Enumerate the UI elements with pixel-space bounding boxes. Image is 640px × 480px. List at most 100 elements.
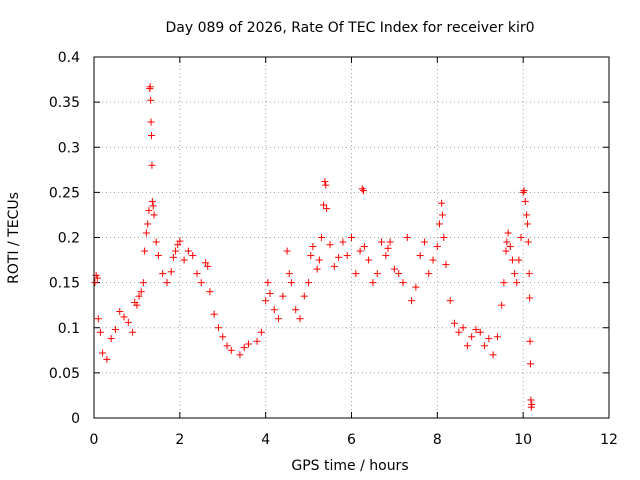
- data-point: [94, 315, 102, 323]
- y-tick-label: 0.4: [58, 50, 80, 66]
- data-point: [174, 241, 182, 249]
- data-point: [358, 185, 366, 193]
- data-point: [148, 197, 156, 205]
- data-point: [152, 238, 160, 246]
- data-point: [266, 289, 274, 297]
- data-point: [330, 262, 338, 270]
- data-point: [322, 181, 330, 189]
- data-point: [91, 279, 99, 287]
- data-point: [262, 297, 270, 305]
- data-point: [159, 270, 167, 278]
- data-point: [176, 237, 184, 245]
- data-point: [360, 243, 368, 251]
- data-point: [129, 328, 137, 336]
- y-tick-label: 0: [71, 411, 80, 427]
- chart-title: Day 089 of 2026, Rate Of TEC Index for r…: [165, 20, 534, 36]
- data-point: [309, 243, 317, 251]
- y-tick-label: 0.3: [58, 140, 80, 156]
- data-point: [189, 252, 197, 260]
- data-point: [149, 202, 157, 210]
- y-tick-label: 0.1: [58, 321, 80, 337]
- data-point: [142, 229, 150, 237]
- data-point: [378, 238, 386, 246]
- data-point: [214, 324, 222, 332]
- data-point: [257, 328, 265, 336]
- data-point: [425, 270, 433, 278]
- y-tick-label: 0.05: [49, 366, 80, 382]
- data-point: [184, 247, 192, 255]
- data-point: [502, 247, 510, 255]
- data-point: [236, 351, 244, 359]
- data-point: [96, 328, 104, 336]
- data-point: [147, 96, 155, 104]
- data-point: [197, 279, 205, 287]
- data-point: [148, 132, 156, 140]
- data-point: [517, 234, 525, 241]
- data-point: [223, 342, 231, 350]
- plot-frame: [93, 56, 610, 419]
- y-tick-label: 0.25: [49, 185, 80, 201]
- data-point: [279, 292, 287, 300]
- data-point: [313, 265, 321, 273]
- data-point: [210, 310, 218, 318]
- data-point: [369, 279, 377, 287]
- data-point: [133, 301, 141, 309]
- data-point: [433, 243, 441, 251]
- data-point: [390, 265, 398, 273]
- data-point: [150, 211, 158, 219]
- data-point: [335, 253, 343, 261]
- data-point: [323, 205, 331, 213]
- data-point: [321, 178, 329, 186]
- x-axis-label: GPS time / hours: [291, 458, 408, 474]
- data-point: [399, 279, 407, 287]
- data-point: [365, 256, 373, 264]
- data-point: [348, 234, 355, 241]
- data-point: [283, 247, 291, 255]
- data-point: [124, 318, 132, 326]
- data-point: [420, 238, 428, 246]
- x-tick-label: 2: [175, 432, 184, 448]
- x-tick-label: 10: [514, 432, 532, 448]
- data-point: [120, 313, 128, 321]
- data-point: [315, 256, 323, 264]
- data-point: [386, 238, 394, 246]
- data-point: [503, 238, 511, 246]
- data-point: [285, 270, 293, 278]
- data-point: [382, 252, 390, 260]
- data-point: [521, 197, 529, 205]
- data-point: [99, 349, 107, 357]
- data-point: [440, 234, 448, 241]
- data-point: [141, 247, 149, 255]
- data-point: [147, 118, 155, 126]
- data-point: [137, 288, 145, 296]
- data-point: [500, 279, 508, 287]
- data-point: [493, 333, 501, 341]
- data-point: [442, 261, 450, 269]
- data-point: [527, 396, 535, 404]
- x-tick-label: 6: [347, 432, 356, 448]
- data-point: [438, 211, 446, 219]
- data-point: [523, 211, 531, 219]
- data-point: [292, 306, 300, 314]
- data-point: [446, 297, 454, 305]
- data-point: [172, 247, 180, 255]
- data-point: [526, 360, 534, 368]
- data-point: [169, 253, 177, 261]
- data-point: [352, 270, 360, 278]
- data-point: [116, 308, 124, 316]
- data-point: [227, 346, 235, 354]
- data-point: [489, 351, 497, 359]
- data-point: [343, 252, 351, 260]
- data-point: [384, 244, 392, 252]
- data-point: [360, 187, 368, 195]
- data-point: [506, 243, 514, 251]
- data-point: [498, 301, 506, 309]
- data-point: [326, 241, 334, 249]
- data-point: [296, 315, 304, 323]
- data-point: [438, 199, 446, 207]
- data-point: [145, 206, 153, 214]
- y-tick-label: 0.2: [58, 231, 80, 247]
- data-point: [193, 270, 201, 278]
- data-point: [485, 335, 493, 343]
